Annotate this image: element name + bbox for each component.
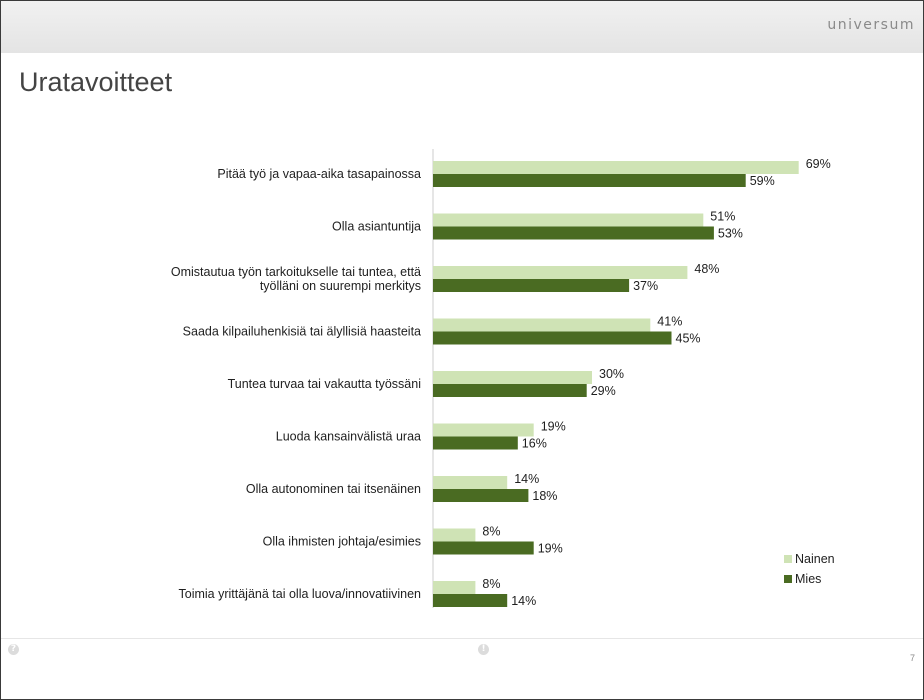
bar-mies <box>433 384 587 397</box>
data-label-nainen: 48% <box>694 262 719 276</box>
bar-nainen <box>433 476 508 489</box>
category-label: Omistautua työn tarkoitukselle tai tunte… <box>171 265 421 293</box>
page-title: Uratavoitteet <box>19 67 173 97</box>
bar-mies <box>433 594 508 607</box>
legend-label-mies: Mies <box>795 572 822 586</box>
header-bar: universum <box>1 1 923 53</box>
data-label-mies: 29% <box>591 384 616 398</box>
data-label-nainen: 8% <box>482 577 500 591</box>
category-label: Olla ihmisten johtaja/esimies <box>263 535 421 549</box>
data-label-mies: 16% <box>522 437 547 451</box>
category-label: Olla autonominen tai itsenäinen <box>246 482 421 496</box>
bar-nainen <box>433 213 704 227</box>
category-label: Olla asiantuntija <box>332 220 421 234</box>
bar-mies <box>433 331 672 345</box>
bar-mies <box>433 436 518 450</box>
category-label: Saada kilpailuhenkisiä tai älyllisiä haa… <box>183 325 421 339</box>
bar-nainen <box>433 581 476 594</box>
data-label-mies: 18% <box>532 489 557 503</box>
legend-item-nainen: Nainen <box>784 549 835 569</box>
bar-nainen <box>433 266 688 279</box>
page-number: 7 <box>909 653 915 663</box>
bar-mies <box>433 541 534 555</box>
data-label-nainen: 51% <box>710 210 735 224</box>
data-label-nainen: 41% <box>657 315 682 329</box>
bar-nainen <box>433 161 799 174</box>
bar-nainen <box>433 528 476 542</box>
data-label-nainen: 14% <box>514 472 539 486</box>
data-label-nainen: 8% <box>482 525 500 539</box>
bar-mies <box>433 226 714 240</box>
data-label-mies: 19% <box>538 542 563 556</box>
category-label: Pitää työ ja vapaa-aika tasapainossa <box>217 167 421 181</box>
data-label-mies: 45% <box>676 332 701 346</box>
info-icon[interactable]: ! <box>478 644 489 655</box>
legend-item-mies: Mies <box>784 569 835 589</box>
legend-swatch-mies <box>784 575 792 583</box>
data-label-nainen: 69% <box>806 157 831 171</box>
bar-nainen <box>433 423 534 437</box>
bar-mies <box>433 174 746 187</box>
bar-nainen <box>433 371 592 384</box>
footer-divider <box>1 638 923 639</box>
data-label-mies: 59% <box>750 174 775 188</box>
legend-label-nainen: Nainen <box>795 552 835 566</box>
category-label: Luoda kansainvälistä uraa <box>276 430 421 444</box>
brand-logo: universum <box>827 17 915 33</box>
legend-swatch-nainen <box>784 555 792 563</box>
data-label-mies: 53% <box>718 227 743 241</box>
legend: Nainen Mies <box>784 549 835 589</box>
bar-mies <box>433 489 529 502</box>
data-label-mies: 37% <box>633 279 658 293</box>
help-icon[interactable]: ? <box>8 644 19 655</box>
bar-mies <box>433 279 630 292</box>
data-label-nainen: 19% <box>541 420 566 434</box>
data-label-mies: 14% <box>511 594 536 608</box>
bar-nainen <box>433 318 651 332</box>
data-label-nainen: 30% <box>599 367 624 381</box>
bar-chart: Pitää työ ja vapaa-aika tasapainossa 69% 5… <box>171 149 831 608</box>
category-label: Tuntea turvaa tai vakautta työssäni <box>228 377 421 391</box>
category-label: Toimia yrittäjänä tai olla luova/innovat… <box>179 587 422 601</box>
